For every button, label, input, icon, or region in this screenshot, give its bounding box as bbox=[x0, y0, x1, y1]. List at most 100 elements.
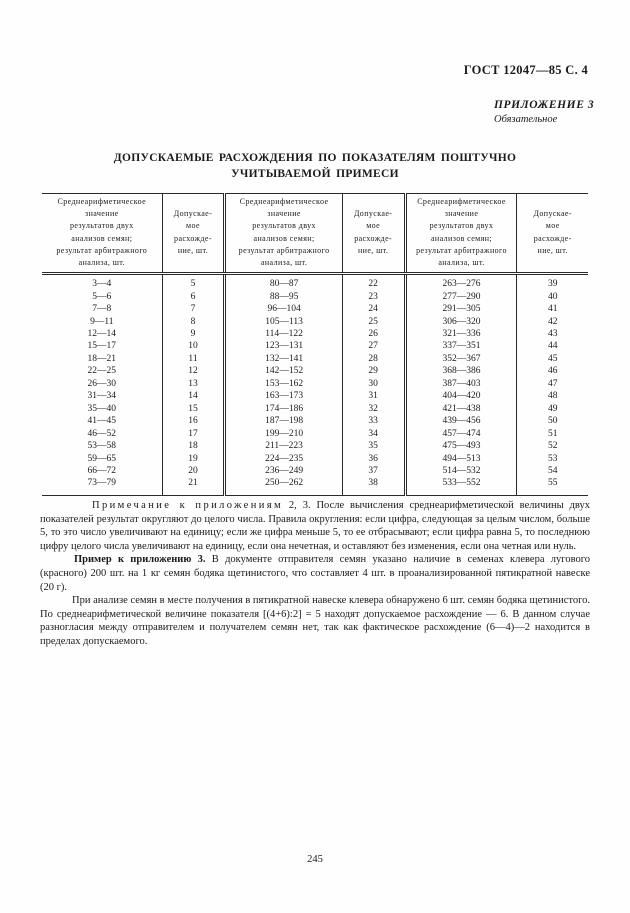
table-cell: 494—513 bbox=[403, 452, 517, 466]
note-paragraph: Примечание к приложениям 2, 3. После выч… bbox=[40, 499, 590, 553]
table-cell: 263—276 bbox=[403, 273, 517, 291]
table-cell: 439—456 bbox=[403, 415, 517, 428]
table-row: 3—4 5 80—87 22 263—276 39 bbox=[42, 273, 588, 291]
table-cell: 123—131 bbox=[223, 340, 343, 353]
table-cell: 142—152 bbox=[223, 365, 343, 378]
page-title: ДОПУСКАЕМЫЕ РАСХОЖДЕНИЯ ПО ПОКАЗАТЕЛЯМ П… bbox=[113, 152, 517, 180]
table-cell: 30 bbox=[341, 377, 406, 391]
table-cell: 368—386 bbox=[403, 365, 517, 378]
table-cell: 25 bbox=[341, 315, 406, 329]
table-cell: 174—186 bbox=[223, 402, 343, 416]
column-header-value-3: Среднеарифметическое значение результато… bbox=[403, 192, 517, 276]
table-cell: 387—403 bbox=[403, 377, 517, 391]
column-header-allowance-1: Допускае- мое расхожде- ние, шт. bbox=[161, 192, 225, 276]
table-cell: 514—532 bbox=[403, 465, 517, 478]
table-cell: 43 bbox=[516, 328, 588, 341]
table-cell: 457—474 bbox=[403, 427, 517, 441]
table-cell: 5 bbox=[161, 273, 225, 291]
table-cell: 153—162 bbox=[223, 377, 343, 391]
analysis-paragraph: При анализе семян в месте получения в пя… bbox=[40, 595, 590, 647]
note-label-suffix: 2, 3. bbox=[283, 500, 317, 511]
table-cell: 14 bbox=[161, 390, 225, 403]
table-cell: 40 bbox=[516, 290, 588, 304]
notes-section: Примечание к приложениям 2, 3. После выч… bbox=[40, 499, 590, 649]
table-cell: 50 bbox=[516, 415, 588, 428]
table-cell: 23 bbox=[341, 290, 406, 304]
table-cell: 163—173 bbox=[223, 390, 343, 403]
example-body: В документе отправителя семян указано на… bbox=[40, 554, 590, 593]
table-cell: 199—210 bbox=[223, 427, 343, 441]
table-cell: 7 bbox=[161, 303, 225, 316]
table-row: 7—8 7 96—104 24 291—305 41 bbox=[42, 303, 588, 316]
table-cell: 35 bbox=[341, 440, 406, 453]
table-cell: 224—235 bbox=[223, 452, 343, 466]
doc-reference: ГОСТ 12047—85 С. 4 bbox=[463, 63, 588, 77]
table-cell: 59—65 bbox=[87, 453, 117, 464]
table-row: 46—52 17 199—210 34 457—474 51 bbox=[42, 427, 588, 441]
table-cell: 53—58 bbox=[87, 441, 117, 452]
table-cell: 35—40 bbox=[87, 403, 117, 414]
table-cell: 33 bbox=[341, 415, 406, 428]
table-cell: 73—79 bbox=[87, 478, 117, 489]
table-cell: 31—34 bbox=[87, 391, 117, 402]
table-row: 12—14 9 114—122 26 321—336 43 bbox=[42, 328, 588, 341]
appendix-type: Обязательное bbox=[494, 113, 558, 125]
table-cell: 36 bbox=[341, 452, 406, 466]
column-header-allowance-3: Допускае- мое расхожде- ние, шт. bbox=[516, 192, 588, 276]
table-row: 5—6 6 88—95 23 277—290 40 bbox=[42, 290, 588, 304]
discrepancy-table-wrap: Среднеарифметическое значение результато… bbox=[42, 192, 588, 496]
example-paragraph: Пример к приложению 3. В документе отпра… bbox=[40, 553, 590, 594]
table-row: 66—72 20 236—249 37 514—532 54 bbox=[42, 465, 588, 478]
table-cell: 29 bbox=[341, 365, 406, 378]
table-cell: 52 bbox=[516, 440, 588, 453]
table-cell: 17 bbox=[161, 427, 225, 441]
table-cell: 88—95 bbox=[223, 290, 343, 304]
table-cell: 6 bbox=[161, 290, 225, 304]
table-cell: 48 bbox=[516, 390, 588, 403]
table-cell: 46 bbox=[516, 365, 588, 378]
table-cell: 46—52 bbox=[87, 428, 117, 439]
table-cell: 26 bbox=[341, 328, 406, 341]
table-row: 41—45 16 187—198 33 439—456 50 bbox=[42, 415, 588, 428]
table-cell: 49 bbox=[516, 402, 588, 416]
table-cell: 22 bbox=[341, 273, 406, 291]
table-cell: 5—6 bbox=[92, 291, 112, 302]
table-cell: 47 bbox=[516, 377, 588, 391]
table-cell: 7—8 bbox=[92, 304, 112, 315]
table-cell: 54 bbox=[516, 465, 588, 478]
table-cell: 39 bbox=[516, 273, 588, 291]
table-cell: 337—351 bbox=[403, 340, 517, 353]
table-row: 22—25 12 142—152 29 368—386 46 bbox=[42, 365, 588, 378]
table-cell: 24 bbox=[341, 303, 406, 316]
table-cell: 45 bbox=[516, 352, 588, 366]
table-cell: 41 bbox=[516, 303, 588, 316]
table-cell: 114—122 bbox=[223, 328, 343, 341]
table-cell: 27 bbox=[341, 340, 406, 353]
table-cell: 8 bbox=[161, 315, 225, 329]
table-cell: 306—320 bbox=[403, 315, 517, 329]
table-row: 9—11 8 105—113 25 306—320 42 bbox=[42, 315, 588, 329]
column-header-allowance-2: Допускае- мое расхожде- ние, шт. bbox=[341, 192, 406, 276]
table-cell: 55 bbox=[516, 477, 588, 496]
table-row: 35—40 15 174—186 32 421—438 49 bbox=[42, 402, 588, 416]
table-cell: 11 bbox=[161, 352, 225, 366]
table-cell: 28 bbox=[341, 352, 406, 366]
column-header-value-1: Среднеарифметическое значение результато… bbox=[42, 192, 163, 276]
table-cell: 18—21 bbox=[87, 353, 117, 364]
table-cell: 80—87 bbox=[223, 273, 343, 291]
table-cell: 321—336 bbox=[403, 328, 517, 341]
table-cell: 10 bbox=[161, 340, 225, 353]
table-cell: 34 bbox=[341, 427, 406, 441]
example-label: Пример к приложению 3. bbox=[74, 554, 206, 566]
discrepancy-table: Среднеарифметическое значение результато… bbox=[42, 192, 588, 496]
table-header-row: Среднеарифметическое значение результато… bbox=[42, 192, 588, 276]
table-cell: 20 bbox=[161, 465, 225, 478]
table-cell: 18 bbox=[161, 440, 225, 453]
table-cell: 105—113 bbox=[223, 315, 343, 329]
table-cell: 9—11 bbox=[90, 316, 114, 327]
table-cell: 53 bbox=[516, 452, 588, 466]
table-cell: 236—249 bbox=[223, 465, 343, 478]
table-cell: 15—17 bbox=[87, 341, 117, 352]
table-cell: 211—223 bbox=[223, 440, 343, 453]
